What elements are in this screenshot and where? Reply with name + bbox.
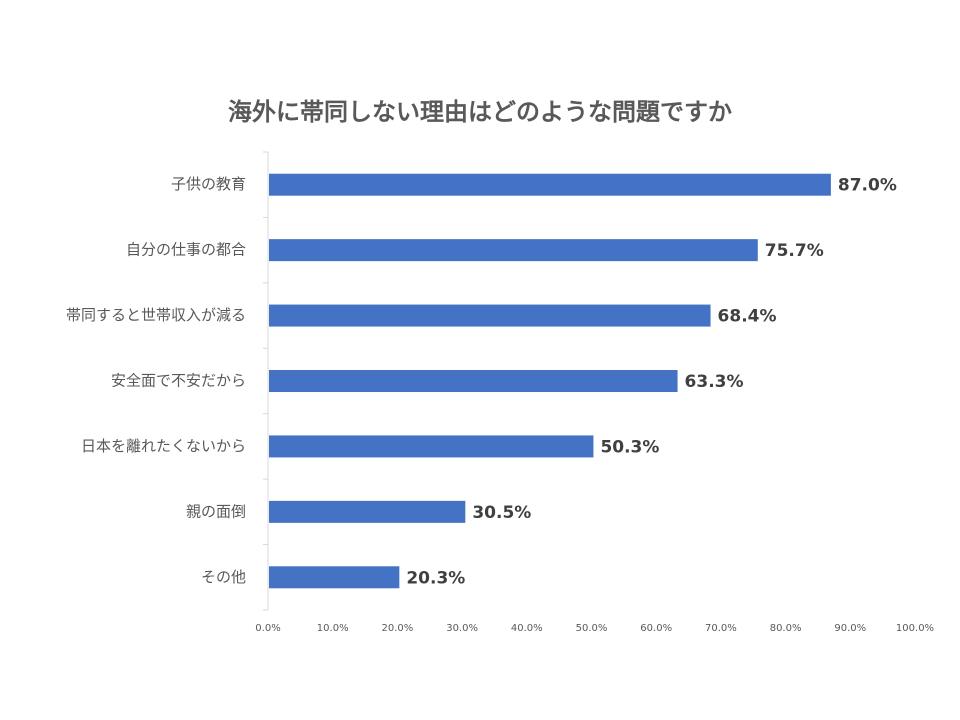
x-tick-label: 80.0% — [770, 623, 802, 634]
data-label: 30.5% — [472, 503, 531, 523]
category-label: 日本を離れたくないから — [81, 437, 246, 455]
x-tick-label: 70.0% — [705, 623, 737, 634]
category-label: 子供の教育 — [171, 175, 246, 193]
chart-title: 海外に帯同しない理由はどのような問題ですか — [228, 98, 732, 126]
x-tick-label: 30.0% — [446, 623, 478, 634]
category-label: 親の面倒 — [186, 502, 246, 520]
bar — [269, 370, 678, 392]
x-tick-label: 50.0% — [576, 623, 608, 634]
data-label: 20.3% — [406, 568, 465, 588]
bar — [269, 566, 400, 589]
bar — [269, 173, 831, 196]
bar — [269, 435, 594, 458]
category-label: 安全面で不安だから — [111, 372, 246, 390]
data-label: 50.3% — [600, 437, 659, 457]
x-tick-label: 100.0% — [896, 623, 934, 634]
bar — [269, 500, 466, 523]
x-tick-label: 60.0% — [640, 623, 672, 634]
category-label: 自分の仕事の都合 — [126, 241, 246, 259]
x-tick-label: 20.0% — [382, 623, 414, 634]
x-tick-label: 40.0% — [511, 623, 543, 634]
data-label: 68.4% — [718, 307, 777, 327]
x-tick-label: 10.0% — [317, 623, 349, 634]
x-tick-label: 90.0% — [834, 623, 866, 634]
category-label: 帯同すると世帯収入が減る — [66, 306, 246, 324]
data-label: 87.0% — [838, 176, 897, 196]
x-tick-label: 0.0% — [255, 623, 280, 634]
bar — [269, 239, 758, 262]
bar — [269, 304, 711, 327]
category-label: その他 — [201, 568, 246, 586]
data-label: 63.3% — [685, 372, 744, 392]
data-label: 75.7% — [765, 241, 824, 261]
